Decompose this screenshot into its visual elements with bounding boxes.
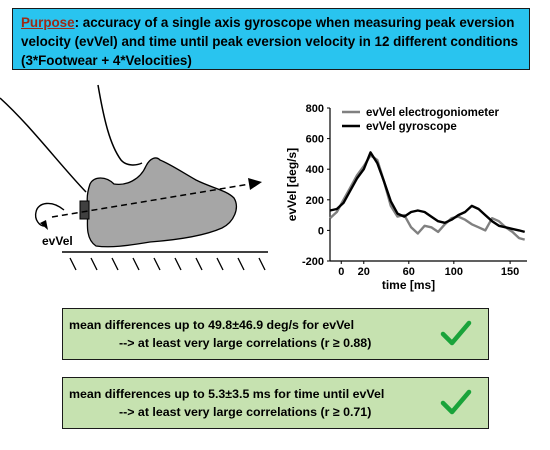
y-axis-label: evVel [deg/s] [285, 148, 299, 221]
result-line-correlations: --> at least very large correlations (r … [119, 336, 372, 350]
y-tick-label: -200 [302, 256, 324, 268]
result-line-differences: mean differences up to 5.3±3.5 ms for ti… [69, 387, 385, 401]
result-line-differences: mean differences up to 49.8±46.9 deg/s f… [69, 318, 355, 332]
checkmark-icon [440, 320, 472, 346]
rotation-axis [51, 183, 251, 218]
x-tick-label: 20 [358, 266, 370, 278]
shin-back-line [0, 97, 87, 193]
x-tick-label: 0 [338, 266, 344, 278]
result-box-time: mean differences up to 5.3±3.5 ms for ti… [62, 377, 489, 429]
axis-arrowhead [248, 178, 262, 190]
y-tick-label: 800 [306, 103, 324, 115]
y-tick-label: 0 [318, 225, 324, 237]
x-axis-label: time [ms] [382, 278, 435, 292]
rotation-arrow-icon [34, 202, 65, 227]
result-line-correlations: --> at least very large correlations (r … [119, 405, 372, 419]
rotation-label: evVel [42, 234, 73, 248]
result-box-evvel: mean differences up to 49.8±46.9 deg/s f… [62, 308, 489, 360]
gyroscope-sensor [79, 200, 90, 220]
shin-front-line [97, 84, 143, 166]
chart-svg: 800 600 400 200 0 -200 0 20 60 100 150 evVel elect… [285, 103, 527, 292]
series-line-2 [329, 151, 526, 234]
checkmark-icon [440, 389, 472, 415]
purpose-label: Purpose [21, 15, 75, 30]
velocity-chart: 800 600 400 200 0 -200 0 20 60 100 150 evVel elect… [282, 96, 544, 296]
x-tick-label: 100 [445, 266, 463, 278]
legend-label: evVel electrogoniometer [366, 107, 499, 119]
x-tick-label: 60 [403, 266, 415, 278]
foot-illustration [0, 80, 290, 280]
foot-drawing [0, 84, 268, 271]
x-tick-label: 150 [501, 266, 519, 278]
purpose-box: Purpose: accuracy of a single axis gyros… [12, 8, 530, 70]
ground-hatching [69, 257, 266, 271]
y-tick-label: 200 [306, 195, 324, 207]
rotation-arrowhead [40, 220, 48, 230]
y-tick-label: 600 [306, 134, 324, 146]
purpose-text: : accuracy of a single axis gyroscope wh… [21, 15, 519, 68]
legend-label: evVel gyroscope [366, 121, 457, 133]
shoe-shape [86, 157, 237, 248]
y-tick-label: 400 [306, 164, 324, 176]
series-line-1 [329, 154, 526, 241]
